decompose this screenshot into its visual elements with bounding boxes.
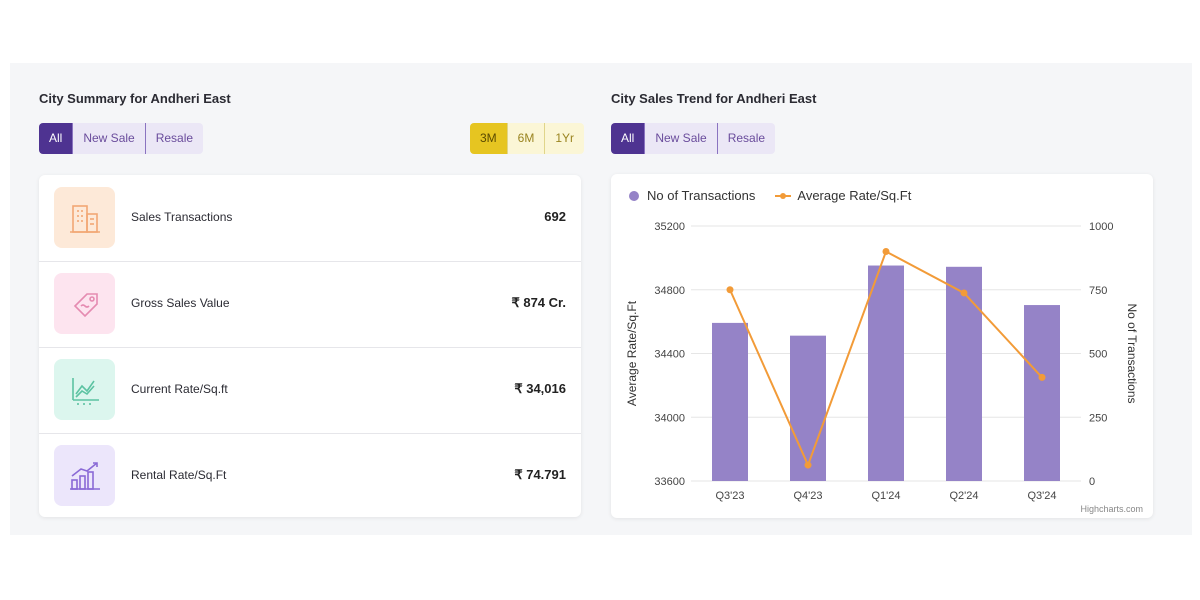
stat-label: Sales Transactions — [131, 210, 233, 224]
legend-item-avg-rate[interactable]: Average Rate/Sq.Ft — [775, 188, 911, 203]
trend-tab-new-sale[interactable]: New Sale — [645, 123, 718, 154]
trend-tab-all[interactable]: All — [611, 123, 646, 154]
legend-label: No of Transactions — [647, 188, 756, 203]
x-tick-label: Q1'24 — [871, 490, 900, 502]
y-left-tick-label: 35200 — [654, 221, 685, 233]
line-point — [960, 289, 968, 297]
line-point — [1038, 373, 1046, 381]
summary-tab-resale[interactable]: Resale — [145, 123, 204, 154]
bar-growth-icon — [54, 445, 115, 506]
y-right-tick-label: 250 — [1089, 412, 1107, 424]
y-right-axis-title: No of Transactions — [1125, 303, 1139, 403]
stat-label: Gross Sales Value — [131, 296, 230, 310]
line-chart-icon — [54, 359, 115, 420]
summary-tab-new-sale[interactable]: New Sale — [73, 123, 146, 154]
line-point — [804, 461, 812, 469]
period-tab-1yr[interactable]: 1Yr — [545, 123, 585, 154]
x-tick-label: Q2'24 — [949, 490, 978, 502]
stat-row-gross-sales: Gross Sales Value ₹ 874 Cr. — [39, 261, 581, 348]
y-right-tick-label: 0 — [1089, 476, 1095, 488]
y-left-tick-label: 33600 — [654, 476, 685, 488]
trend-chart: 33600 34000 34400 34800 35200 0 250 500 750 1000 A… — [625, 221, 1139, 502]
trend-title: City Sales Trend for Andheri East — [611, 91, 817, 106]
trend-chart-card: No of Transactions Average Rate/Sq.Ft 33… — [611, 174, 1153, 518]
period-tab-6m[interactable]: 6M — [507, 123, 546, 154]
legend-dot-icon — [629, 190, 639, 201]
building-icon — [54, 187, 115, 248]
stat-value: ₹ 74.791 — [514, 467, 566, 482]
bar — [712, 322, 748, 481]
bar — [790, 335, 826, 481]
summary-type-tabs: All New Sale Resale — [39, 123, 204, 154]
line-point — [882, 248, 890, 255]
legend-item-transactions[interactable]: No of Transactions — [629, 188, 755, 203]
y-left-tick-label: 34800 — [654, 285, 685, 297]
summary-title: City Summary for Andheri East — [39, 91, 231, 106]
line-point — [726, 286, 734, 294]
chart-credits[interactable]: Highcharts.com — [1080, 504, 1143, 514]
stat-value: ₹ 34,016 — [514, 381, 566, 396]
x-tick-label: Q3'24 — [1027, 490, 1056, 502]
bar — [1024, 305, 1060, 481]
stat-value: 692 — [544, 209, 566, 224]
stat-row-sales-transactions: Sales Transactions 692 — [39, 175, 581, 262]
y-left-tick-label: 34400 — [654, 349, 685, 361]
legend-label: Average Rate/Sq.Ft — [797, 188, 912, 203]
stat-label: Current Rate/Sq.ft — [131, 382, 228, 396]
x-tick-label: Q3'23 — [715, 490, 744, 502]
trend-tab-resale[interactable]: Resale — [717, 123, 776, 154]
price-tag-icon — [54, 273, 115, 334]
trend-type-tabs: All New Sale Resale — [611, 123, 776, 154]
summary-tab-all[interactable]: All — [39, 123, 74, 154]
stat-value: ₹ 874 Cr. — [511, 295, 566, 310]
legend-line-icon — [775, 191, 792, 201]
period-tabs: 3M 6M 1Yr — [470, 123, 585, 154]
y-left-tick-label: 34000 — [654, 412, 685, 424]
stat-label: Rental Rate/Sq.Ft — [131, 468, 227, 482]
y-right-tick-label: 1000 — [1089, 221, 1113, 233]
stat-row-current-rate: Current Rate/Sq.ft ₹ 34,016 — [39, 347, 581, 434]
bar — [868, 265, 904, 481]
stat-row-rental-rate: Rental Rate/Sq.Ft ₹ 74.791 — [39, 433, 581, 519]
y-right-tick-label: 750 — [1089, 285, 1107, 297]
x-tick-label: Q4'23 — [793, 490, 822, 502]
period-tab-3m[interactable]: 3M — [470, 123, 508, 154]
bar — [946, 266, 982, 481]
chart-legend: No of Transactions Average Rate/Sq.Ft — [629, 188, 931, 203]
summary-stats-card: Sales Transactions 692 Gross Sales Value… — [39, 175, 581, 517]
y-right-tick-label: 500 — [1089, 349, 1107, 361]
y-left-axis-title: Average Rate/Sq.Ft — [625, 300, 639, 406]
